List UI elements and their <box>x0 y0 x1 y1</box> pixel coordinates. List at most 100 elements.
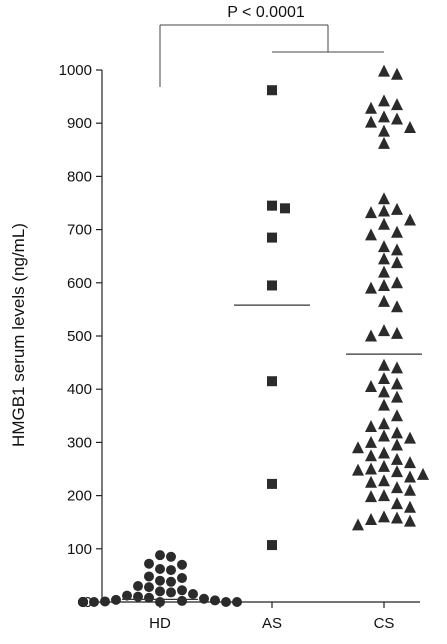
hd-data-point <box>133 591 143 602</box>
cs-data-point <box>378 398 390 411</box>
y-tick-label: 900 <box>67 115 92 132</box>
cs-data-point <box>391 390 403 403</box>
hd-data-point <box>210 595 220 606</box>
cs-data-point <box>391 497 403 510</box>
hd-data-point <box>177 559 187 570</box>
cs-data-point <box>378 372 390 385</box>
hd-data-point <box>166 551 176 562</box>
hd-data-point <box>111 594 121 605</box>
as-data-point <box>280 203 290 214</box>
cs-data-point <box>391 202 403 215</box>
axes: 01002003004005006007008009001000HDASCS <box>59 62 420 632</box>
hd-data-point <box>199 593 209 604</box>
cs-data-point <box>404 120 416 133</box>
cs-data-point <box>404 456 416 469</box>
cs-data-point <box>378 136 390 149</box>
cs-data-point <box>391 225 403 238</box>
cs-data-point <box>391 300 403 313</box>
cs-data-point <box>365 490 377 503</box>
cs-data-point <box>404 483 416 496</box>
as-data-point <box>267 85 277 96</box>
cs-data-point <box>378 459 390 472</box>
cs-data-point <box>404 431 416 444</box>
cs-data-point <box>365 513 377 526</box>
hd-data-point <box>78 597 88 607</box>
significance-bracket: P < 0.0001 <box>159 4 384 87</box>
cs-data-point <box>352 518 364 531</box>
cs-data-point <box>391 481 403 494</box>
cs-data-point <box>365 329 377 342</box>
hd-data-point <box>144 592 154 603</box>
as-data-point <box>267 376 277 387</box>
hd-data-point <box>188 589 198 600</box>
as-data-point <box>267 478 277 489</box>
cs-data-point <box>391 98 403 111</box>
hd-data-point <box>133 581 143 592</box>
cs-data-point <box>391 361 403 374</box>
cs-data-point <box>365 281 377 294</box>
cs-data-point <box>391 426 403 439</box>
as-data-point <box>267 280 277 291</box>
hd-data-point <box>221 597 231 607</box>
y-tick-label: 100 <box>67 541 92 558</box>
hd-data-point <box>166 565 176 576</box>
cs-data-point <box>404 470 416 483</box>
hd-data-point <box>155 597 165 607</box>
cs-data-point <box>378 265 390 278</box>
cs-data-point <box>378 204 390 217</box>
y-axis-title: HMGB1 serum levels (ng/mL) <box>9 223 28 447</box>
cs-data-point <box>365 475 377 488</box>
cs-data-point <box>391 409 403 422</box>
y-tick-label: 300 <box>67 434 92 451</box>
cs-data-point <box>378 94 390 107</box>
cs-data-point <box>365 101 377 114</box>
hd-data-point <box>155 586 165 597</box>
cs-data-point <box>378 278 390 291</box>
cs-data-point <box>391 112 403 125</box>
hd-data-point <box>177 573 187 584</box>
hd-data-point <box>177 585 187 596</box>
cs-data-point <box>378 446 390 459</box>
cs-data-point <box>404 213 416 226</box>
as-data-point <box>267 232 277 243</box>
cs-data-point <box>365 435 377 448</box>
hd-data-point <box>166 576 176 587</box>
y-tick-label: 800 <box>67 168 92 185</box>
cs-data-point <box>378 294 390 307</box>
hd-data-point <box>155 575 165 586</box>
cs-data-point <box>391 511 403 524</box>
hd-data-point <box>155 550 165 561</box>
hd-data-point <box>177 595 187 606</box>
cs-data-point <box>378 217 390 230</box>
y-tick-label: 700 <box>67 222 92 239</box>
cs-data-point <box>365 115 377 128</box>
hd-data-point <box>100 596 110 607</box>
x-tick-label: HD <box>149 615 171 632</box>
cs-data-point <box>404 500 416 513</box>
as-data-point <box>267 540 277 551</box>
cs-data-point <box>378 252 390 265</box>
cs-data-point <box>365 462 377 475</box>
cs-data-point <box>391 243 403 256</box>
cs-data-point <box>378 240 390 253</box>
cs-data-point <box>391 256 403 269</box>
cs-data-point <box>404 514 416 527</box>
y-tick-label: 400 <box>67 381 92 398</box>
cs-data-point <box>378 358 390 371</box>
cs-data-point <box>378 510 390 523</box>
cs-data-point <box>391 452 403 465</box>
as-data-point <box>267 200 277 211</box>
hd-data-point <box>166 587 176 598</box>
x-tick-label: CS <box>374 615 395 632</box>
y-tick-label: 1000 <box>59 62 92 79</box>
cs-data-point <box>378 385 390 398</box>
hd-data-point <box>122 590 132 601</box>
cs-data-point <box>378 474 390 487</box>
hd-data-point <box>144 571 154 582</box>
x-tick-label: AS <box>262 615 282 632</box>
cs-data-point <box>417 467 429 480</box>
hd-data-point <box>144 558 154 569</box>
cs-data-point <box>365 449 377 462</box>
